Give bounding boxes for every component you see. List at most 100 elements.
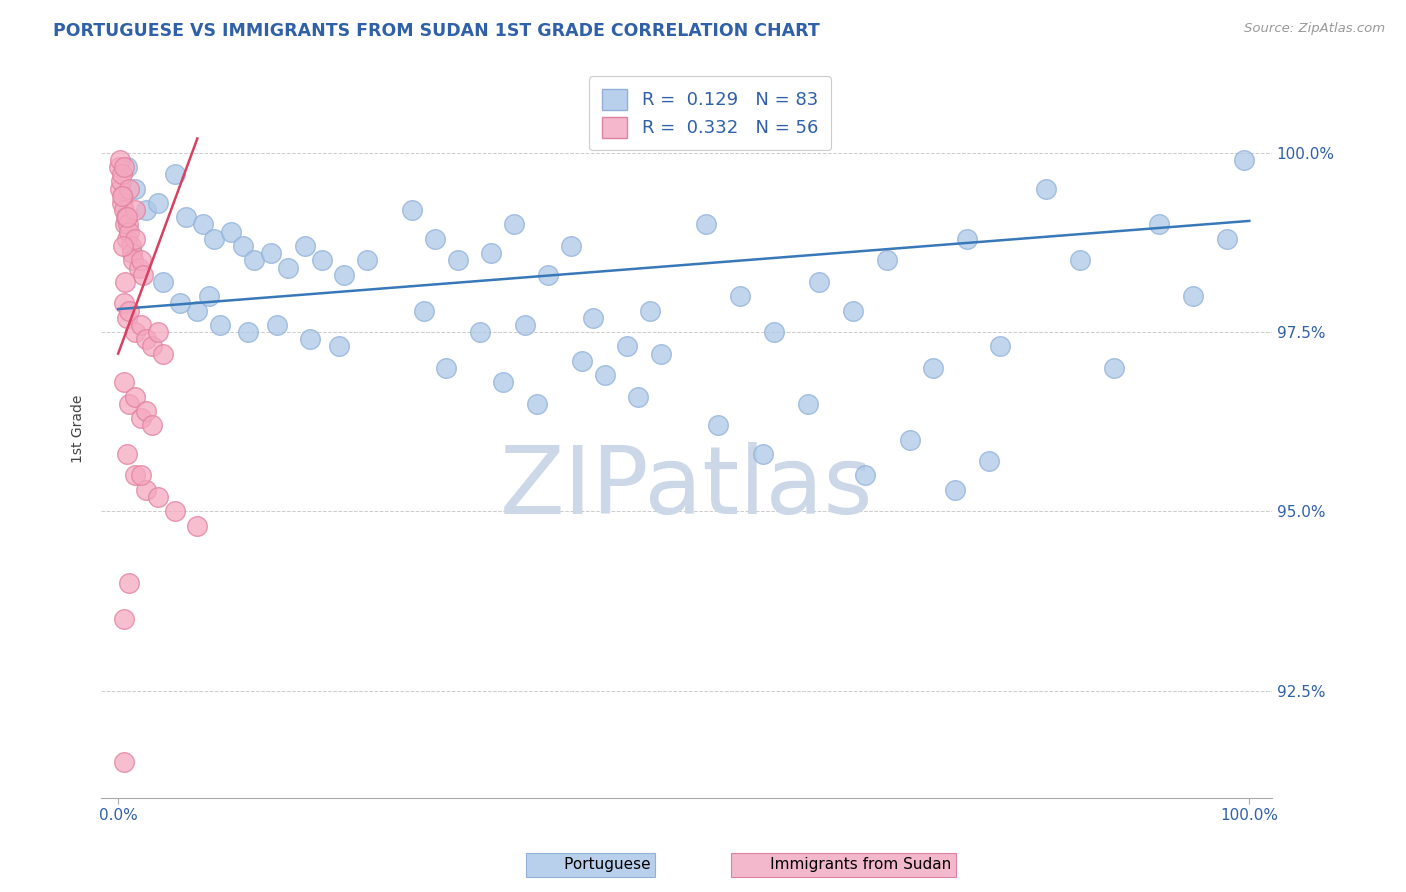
Point [412,303,434,318]
Point [333,268,356,282]
Point [122,253,145,268]
Point [112,160,135,174]
Text: PORTUGUESE VS IMMIGRANTS FROM SUDAN 1ST GRADE CORRELATION CHART: PORTUGUESE VS IMMIGRANTS FROM SUDAN 1ST … [53,22,820,40]
Point [118,576,141,591]
Point [163,167,186,181]
Point [121,246,143,260]
Point [124,181,146,195]
Point [243,253,266,268]
Point [1102,360,1125,375]
Point [129,318,152,332]
Point [356,253,378,268]
Point [582,310,605,325]
Point [110,153,132,167]
Point [141,339,163,353]
Point [1035,181,1057,195]
Point [110,174,132,188]
Point [124,232,146,246]
Point [537,268,560,282]
Point [146,490,169,504]
Point [571,353,593,368]
Point [979,454,1001,468]
Point [401,203,423,218]
Point [638,303,661,318]
Point [277,260,299,275]
Point [135,404,157,418]
Point [118,225,141,239]
Point [115,160,138,174]
Point [118,397,141,411]
Point [110,189,132,203]
Point [108,160,131,174]
Point [112,296,135,310]
Point [124,325,146,339]
Point [124,390,146,404]
Point [808,275,831,289]
Point [232,239,254,253]
Point [492,376,515,390]
Point [124,203,146,218]
Point [526,397,548,411]
Point [197,289,219,303]
Point [146,196,169,211]
Point [423,232,446,246]
Point [593,368,616,382]
Point [129,253,152,268]
Point [943,483,966,497]
Point [186,303,208,318]
Point [112,756,135,770]
Text: Portuguese: Portuguese [530,857,651,872]
Point [294,239,316,253]
Point [152,275,174,289]
Point [129,411,152,425]
Point [266,318,288,332]
Point [111,189,134,203]
Point [115,447,138,461]
Point [110,167,132,181]
Point [763,325,786,339]
Point [141,418,163,433]
Y-axis label: 1st Grade: 1st Grade [72,394,86,463]
Point [115,211,138,225]
Point [163,504,186,518]
Point [174,211,197,225]
Point [208,318,231,332]
Point [752,447,775,461]
Point [1147,218,1170,232]
Point [111,196,134,211]
Point [124,468,146,483]
Point [135,483,157,497]
Point [730,289,752,303]
Point [108,181,131,195]
Point [328,339,350,353]
Point [876,253,898,268]
Point [132,268,155,282]
Point [898,433,921,447]
Point [311,253,333,268]
Point [146,325,169,339]
Point [515,318,537,332]
Point [115,310,138,325]
Text: Immigrants from Sudan: Immigrants from Sudan [735,857,952,872]
Point [118,303,141,318]
Point [921,360,943,375]
Point [560,239,582,253]
Point [115,232,138,246]
Point [186,518,208,533]
Point [112,612,135,626]
Point [221,225,243,239]
Point [797,397,820,411]
Point [481,246,503,260]
Point [990,339,1012,353]
Point [627,390,650,404]
Point [842,303,865,318]
Point [115,211,138,225]
Point [1233,153,1256,167]
Point [202,232,225,246]
Point [128,260,150,275]
Point [135,203,157,218]
Point [169,296,191,310]
Point [503,218,526,232]
Point [117,218,139,232]
Point [706,418,728,433]
